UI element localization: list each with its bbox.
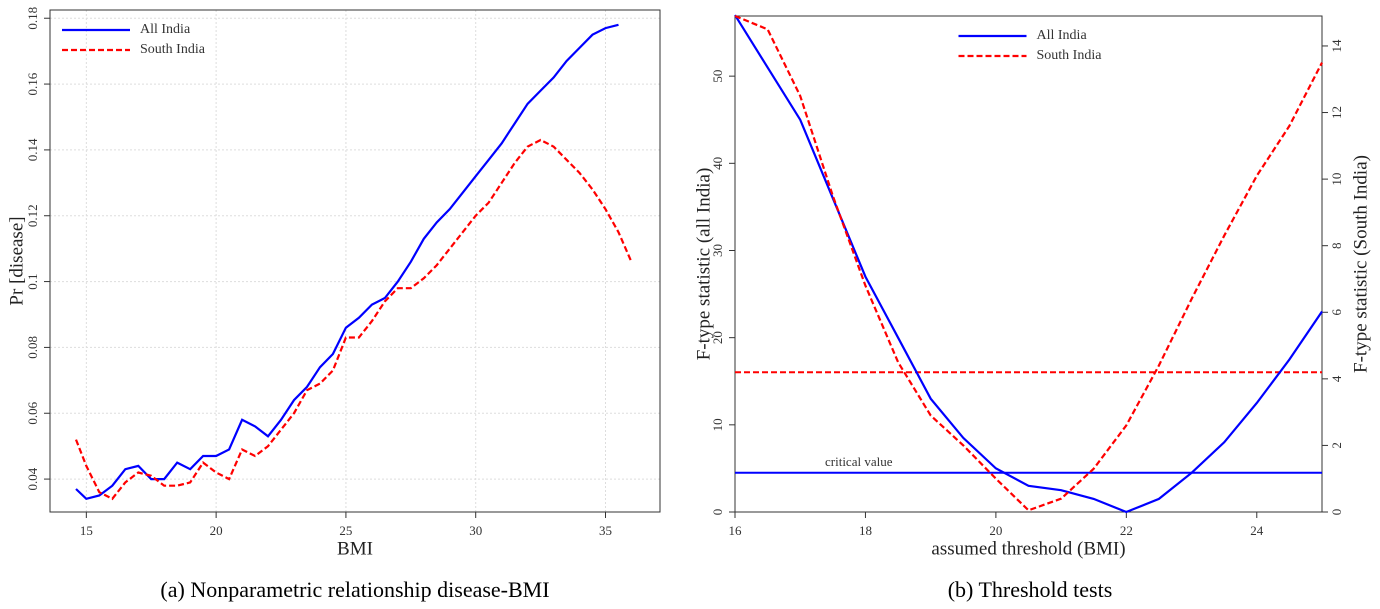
y-tick-label: 30 [710,244,725,257]
legend-label: South India [1037,48,1103,63]
y-tick-label: 0.08 [25,336,40,359]
y2-tick-label: 10 [1329,173,1344,186]
y2-tick-label: 0 [1329,509,1344,516]
series-line [734,14,1323,514]
plot-frame [734,15,1323,513]
x-tick-label: 25 [339,523,352,538]
y-tick-label: 0.12 [25,204,40,227]
x-tick-label: 20 [989,523,1002,538]
plot-frame [49,9,661,513]
y-tick-label: 40 [710,157,725,170]
y2-tick-label: 8 [1329,242,1344,249]
y-tick-label: 0.14 [25,138,40,161]
legend-label: South India [140,42,206,57]
x-tick-label: 16 [729,523,743,538]
y-tick-label: 20 [710,331,725,344]
y-tick-label: 0.16 [25,72,40,95]
x-axis-label: assumed threshold (BMI) [931,538,1125,559]
y-tick-label: 0.1 [25,273,40,289]
x-tick-label: 24 [1250,523,1264,538]
x-tick-label: 30 [469,523,482,538]
y2-tick-label: 14 [1329,39,1344,53]
y-axis-label: F-type statistic (all India) [693,168,714,361]
x-tick-label: 18 [859,523,872,538]
legend-label: All India [140,22,191,37]
y-tick-label: 0 [710,509,725,516]
caption: (a) Nonparametric relationship disease-B… [160,577,549,602]
y2-tick-label: 12 [1329,106,1344,119]
x-tick-label: 20 [210,523,223,538]
y2-tick-label: 6 [1329,309,1344,316]
y2-axis-label: F-type statistic (South India) [1350,155,1371,373]
y2-tick-label: 4 [1329,375,1344,382]
y-tick-label: 10 [710,418,725,431]
y-axis-label: Pr [disease] [6,216,27,305]
x-axis-label: BMI [337,538,373,559]
series-line [75,23,619,501]
x-tick-label: 35 [599,523,612,538]
y-tick-label: 50 [710,70,725,83]
series-line [74,138,633,501]
y-tick-label: 0.18 [25,7,40,30]
x-tick-label: 22 [1120,523,1133,538]
legend-label: All India [1037,28,1088,43]
y-tick-label: 0.04 [25,467,40,490]
y2-tick-label: 2 [1329,442,1344,449]
x-tick-label: 15 [80,523,93,538]
series-line [734,14,1323,512]
annotation: critical value [825,454,893,469]
y-tick-label: 0.06 [25,401,40,424]
caption: (b) Threshold tests [948,577,1113,602]
